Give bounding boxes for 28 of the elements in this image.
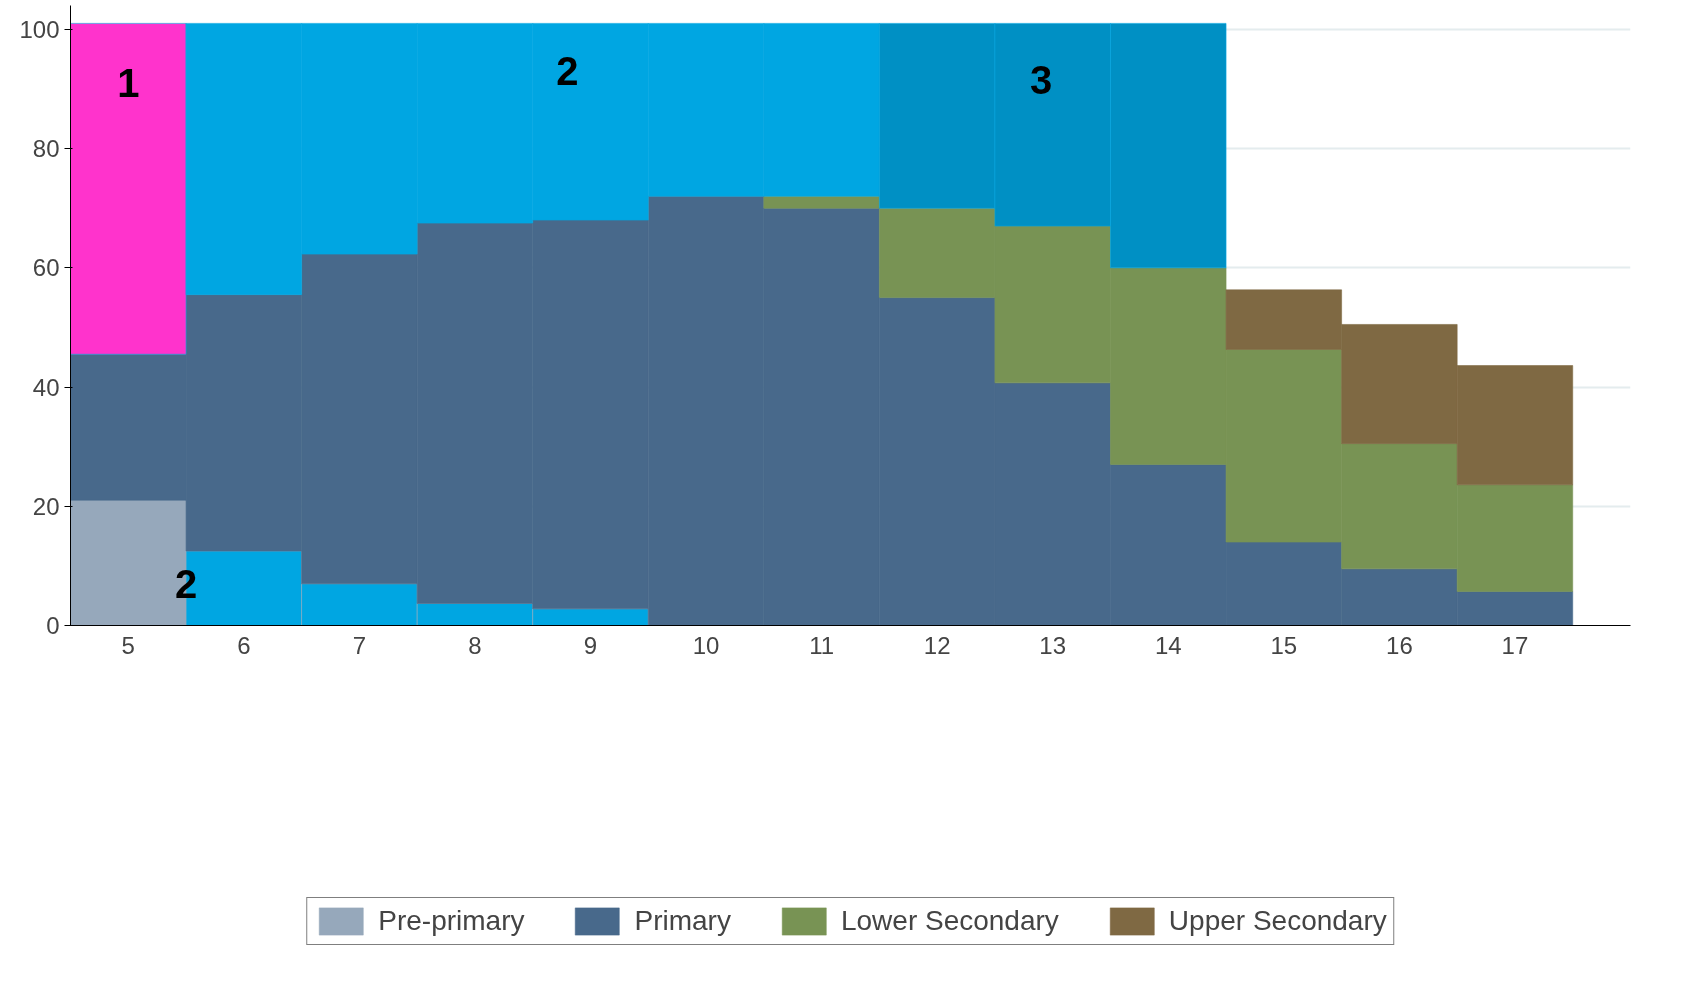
x-tick-label: 13 — [1039, 631, 1067, 659]
annotation: 2 — [174, 561, 198, 606]
y-tick-label: 20 — [32, 492, 60, 520]
x-tick-label: 6 — [237, 631, 251, 659]
x-tick-label: 8 — [468, 631, 482, 659]
x-tick-label: 7 — [352, 631, 367, 659]
x-tick-label: 14 — [1154, 631, 1182, 659]
y-tick-label: 40 — [32, 373, 60, 401]
annotation: 1 — [117, 61, 140, 105]
annotation: 3 — [1030, 58, 1053, 103]
legend-label: Upper Secondary — [1168, 905, 1387, 937]
x-tick-label: 11 — [809, 631, 835, 659]
x-tick-label: 5 — [121, 631, 135, 659]
legend-label: Pre-primary — [378, 905, 525, 937]
x-tick-label: 12 — [923, 631, 951, 659]
y-tick-label: 100 — [19, 15, 60, 43]
x-tick-label: 9 — [583, 631, 598, 659]
y-tick-label: 60 — [32, 254, 60, 282]
x-tick-label: 17 — [1501, 631, 1529, 659]
y-tick-label: 80 — [32, 135, 60, 163]
bar — [763, 195, 880, 209]
x-tick-label: 15 — [1270, 631, 1298, 659]
annotation: 2 — [556, 49, 579, 94]
legend-label: Lower Secondary — [840, 905, 1059, 937]
x-tick-label: 16 — [1386, 631, 1413, 659]
legend-label: Primary — [634, 905, 731, 937]
y-tick-label: 0 — [46, 612, 60, 639]
x-tick-label: 10 — [692, 631, 720, 659]
